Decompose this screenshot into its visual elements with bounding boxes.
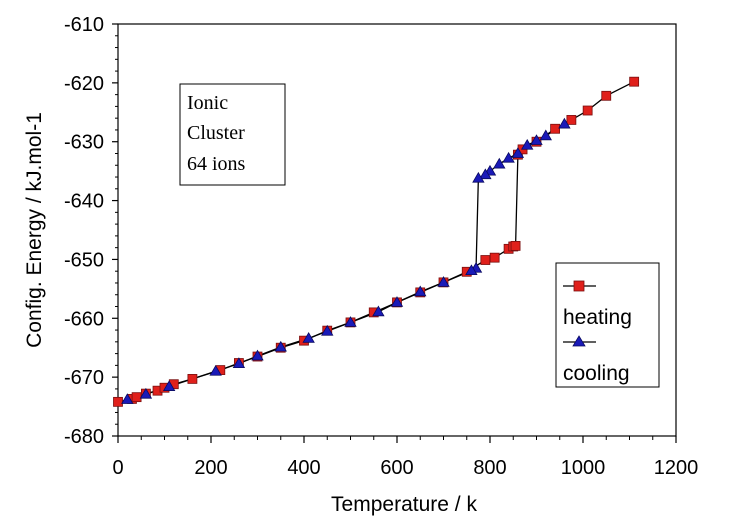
y-tick-label: -630 <box>64 132 104 154</box>
x-tick-label: 200 <box>194 457 227 479</box>
y-tick-label: -620 <box>64 73 104 95</box>
cooling-point <box>511 147 525 158</box>
legend: heating cooling <box>555 262 660 388</box>
y-tick-label: -640 <box>64 191 104 213</box>
x-tick-label: 1000 <box>561 457 606 479</box>
legend-heating-marker <box>573 280 585 292</box>
annotation-line-1: Ionic <box>187 92 228 114</box>
heating-point <box>601 90 612 101</box>
cooling-point <box>321 324 334 336</box>
cooling-point <box>251 349 264 361</box>
heating-point <box>629 76 640 87</box>
annotation-line-3: 64 ions <box>187 153 246 175</box>
y-tick-label: -660 <box>64 308 104 330</box>
cooling-point <box>121 393 134 404</box>
cooling-point <box>493 157 506 169</box>
cooling-point <box>274 340 287 352</box>
heating-point <box>131 392 142 403</box>
heating-point <box>113 396 123 407</box>
x-tick-label: 600 <box>380 457 413 479</box>
series-markers <box>113 76 640 407</box>
legend-frame <box>555 262 660 388</box>
cooling-point <box>209 364 222 376</box>
y-tick-label: -650 <box>64 249 104 271</box>
cooling-point <box>302 331 315 343</box>
x-axis-title: Temperature / k <box>331 493 477 516</box>
heating-point <box>480 255 491 265</box>
cooling-point <box>521 138 534 150</box>
heating-point <box>187 374 198 384</box>
cooling-point <box>232 357 246 369</box>
cooling-point <box>139 387 153 399</box>
cooling-point <box>414 285 427 297</box>
cooling-point <box>162 380 176 391</box>
cooling-point <box>437 276 450 287</box>
cooling-point <box>558 117 571 129</box>
annotation-line-2: Cluster <box>187 122 245 144</box>
y-tick-label: -680 <box>64 426 104 448</box>
cooling-point <box>465 264 478 276</box>
y-tick-label: -670 <box>64 367 104 389</box>
cooling-point <box>372 305 385 317</box>
legend-cooling-marker <box>572 335 586 347</box>
x-tick-label: 400 <box>287 457 320 479</box>
cooling-point <box>539 129 552 141</box>
y-axis-title: Config. Energy / kJ.mol-1 <box>23 112 46 348</box>
cooling-point <box>344 316 357 327</box>
y-tick-label: -610 <box>64 14 104 36</box>
legend-heating-label: heating <box>563 306 632 329</box>
cooling-point <box>472 171 485 183</box>
y-axis-ticks: -680 -670 -660 -650 -640 -630 -620 -610 <box>64 14 118 448</box>
x-tick-label: 0 <box>112 457 123 479</box>
cooling-point <box>390 296 404 307</box>
cooling-point <box>502 151 515 163</box>
annotation-frame <box>179 83 286 186</box>
heating-point <box>566 115 577 125</box>
heating-point <box>582 105 593 116</box>
heating-point <box>550 123 560 134</box>
x-tick-label: 1200 <box>654 457 699 479</box>
heating-point <box>510 240 521 251</box>
legend-cooling-label: cooling <box>563 362 630 385</box>
heating-point <box>489 252 500 263</box>
cooling-point <box>479 168 492 180</box>
x-axis-ticks: 0 200 400 600 800 1000 1200 <box>112 436 698 479</box>
x-tick-label: 800 <box>473 457 506 479</box>
annotation-box: Ionic Cluster 64 ions <box>179 83 286 186</box>
cooling-point <box>530 134 543 145</box>
